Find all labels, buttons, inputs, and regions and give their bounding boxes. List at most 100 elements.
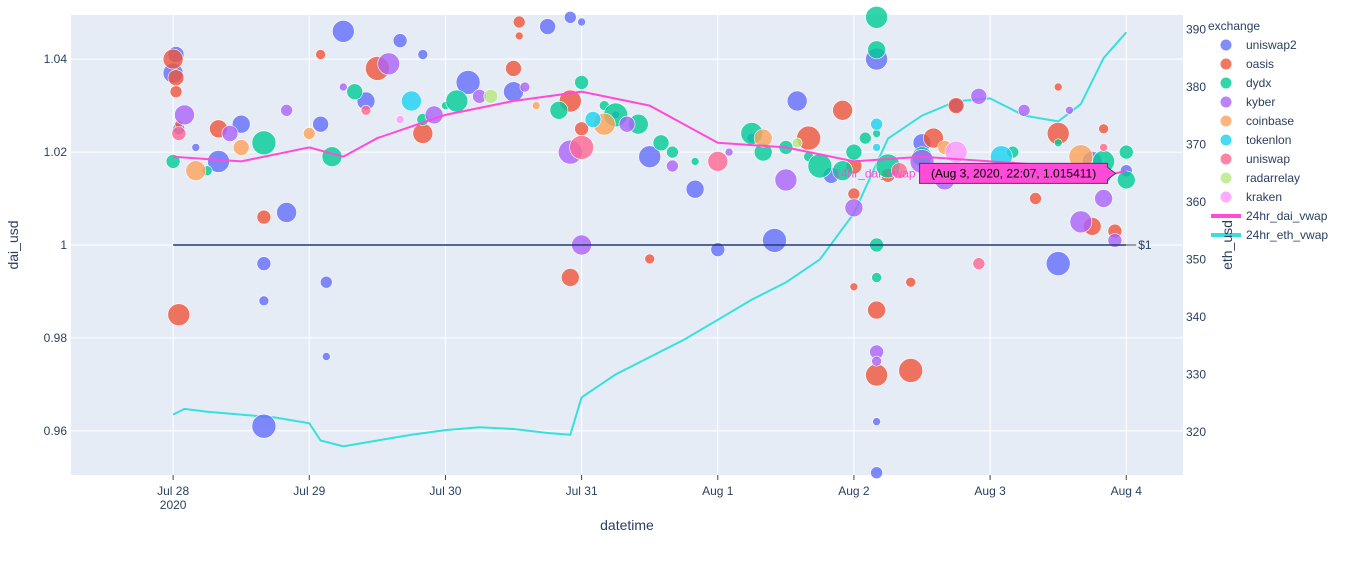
y2-axis-title: eth_usd	[1219, 220, 1235, 270]
legend-marker	[1220, 115, 1232, 127]
legend-item-kyber[interactable]: kyber	[1220, 95, 1276, 109]
uniswap2-point	[392, 33, 408, 48]
x-tick-label: Jul 28	[157, 484, 189, 498]
kyber-point	[844, 198, 864, 218]
legend-item-uniswap2[interactable]: uniswap2	[1220, 38, 1298, 52]
y2-tick-label: 380	[1186, 80, 1206, 94]
y-tick-label: 1.04	[44, 52, 68, 66]
oasis-point	[1053, 82, 1063, 92]
legend-marker	[1220, 58, 1232, 70]
legend-label: tokenlon	[1246, 133, 1291, 147]
uniswap2-point	[258, 295, 270, 307]
uniswap2-point	[872, 417, 881, 426]
oasis-point	[923, 127, 944, 149]
dydx-point	[666, 145, 679, 159]
legend-marker	[1220, 39, 1232, 51]
legend-label: oasis	[1246, 57, 1274, 71]
dydx-point	[845, 143, 863, 161]
legend-marker	[1220, 134, 1232, 146]
oasis-point	[162, 48, 184, 70]
uniswap2-point	[191, 143, 201, 152]
oasis-point	[865, 363, 888, 387]
uniswap-point	[972, 257, 986, 270]
legend-label: radarrelay	[1246, 171, 1300, 185]
y2-tick-label: 390	[1186, 22, 1206, 36]
uniswap2-point	[319, 275, 333, 289]
oasis-point	[412, 123, 434, 144]
x-tick-year-label: 2020	[160, 498, 187, 512]
dydx-point	[807, 153, 833, 179]
uniswap2-point	[786, 90, 808, 112]
legend-label: uniswap	[1246, 152, 1290, 166]
kyber-point	[221, 125, 239, 142]
legend-title: exchange	[1208, 19, 1260, 33]
uniswap2-point	[638, 145, 662, 168]
uniswap2-point	[1045, 251, 1071, 276]
y-tick-label: 0.98	[44, 331, 68, 345]
hover-label-box	[919, 162, 1117, 184]
legend-marker	[1220, 77, 1232, 89]
uniswap2-point	[563, 10, 577, 24]
y2-tick-label: 350	[1186, 252, 1206, 266]
oasis-point	[560, 268, 580, 287]
axis-layer: 0.96 0.98 1 1.02 1.04 Jul 28 Jul 29 Jul 30 Jul 3…	[44, 22, 1207, 512]
legend-item-24hr_dai_vwap[interactable]: 24hr_dai_vwap	[1211, 209, 1328, 223]
uniswap2-point	[577, 17, 586, 27]
legend-label: dydx	[1246, 76, 1271, 90]
legend-item-kraken[interactable]: kraken	[1220, 190, 1283, 204]
dydx-point	[865, 5, 888, 29]
legend-item-24hr_eth_vwap[interactable]: 24hr_eth_vwap	[1211, 228, 1328, 242]
oasis-point	[1098, 123, 1109, 135]
x-tick-label: Aug 4	[1111, 484, 1143, 498]
dydx-point	[346, 83, 364, 100]
coinbase-point	[753, 128, 773, 148]
uniswap2-point	[231, 114, 251, 134]
dydx-point	[652, 134, 670, 152]
hover-label-layer: (Aug 3, 2020, 22:07, 1.015411) 24hr_dai_v…	[834, 162, 1117, 184]
dydx-point	[445, 89, 469, 113]
coinbase-point	[185, 160, 207, 181]
legend-item-dydx[interactable]: dydx	[1220, 76, 1272, 90]
dydx-point	[549, 101, 569, 120]
kraken-point	[395, 115, 405, 124]
dydx-point	[690, 157, 700, 166]
dydx-point	[867, 40, 886, 60]
tokenlon-point	[584, 111, 602, 128]
kyber-point	[519, 81, 531, 93]
oasis-point	[315, 49, 326, 60]
scatter-layer	[162, 5, 1136, 480]
x-axis-title: datetime	[600, 517, 654, 533]
kyber-point	[618, 115, 636, 133]
legend-marker	[1220, 96, 1232, 108]
coinbase-point	[302, 127, 316, 140]
legend-item-coinbase[interactable]: coinbase	[1220, 114, 1295, 128]
dydx-point	[872, 129, 881, 138]
kyber-point	[1065, 106, 1074, 115]
kyber-point	[871, 355, 882, 367]
legend-item-radarrelay[interactable]: radarrelay	[1220, 171, 1301, 185]
legend-item-oasis[interactable]: oasis	[1220, 57, 1275, 71]
y-tick-label: 1.02	[44, 145, 68, 159]
dydx-point	[832, 160, 853, 181]
y-axis-title: dai_usd	[5, 220, 21, 269]
oasis-point	[1029, 192, 1042, 205]
uniswap-point	[1099, 143, 1108, 152]
uniswap2-point	[331, 19, 355, 43]
kyber-point	[1094, 189, 1113, 208]
oasis-point	[644, 253, 656, 265]
uniswap2-point	[870, 466, 883, 480]
dydx-point	[1053, 138, 1063, 148]
uniswap-point	[171, 126, 187, 141]
x-tick-label: Jul 29	[293, 484, 325, 498]
tokenlon-point	[870, 117, 883, 131]
y-tick-label: 1	[60, 238, 67, 252]
oasis-point	[256, 209, 272, 225]
legend-label: uniswap2	[1246, 38, 1297, 52]
oasis-point	[505, 60, 522, 77]
kyber-point	[724, 147, 734, 157]
uniswap-point	[890, 162, 908, 179]
legend-item-tokenlon[interactable]: tokenlon	[1220, 133, 1292, 147]
legend-item-uniswap[interactable]: uniswap	[1220, 152, 1291, 166]
uniswap2-point	[685, 179, 705, 199]
legend[interactable]: exchange uniswap2 oasis dydx kyber coinbase to…	[1208, 19, 1328, 242]
